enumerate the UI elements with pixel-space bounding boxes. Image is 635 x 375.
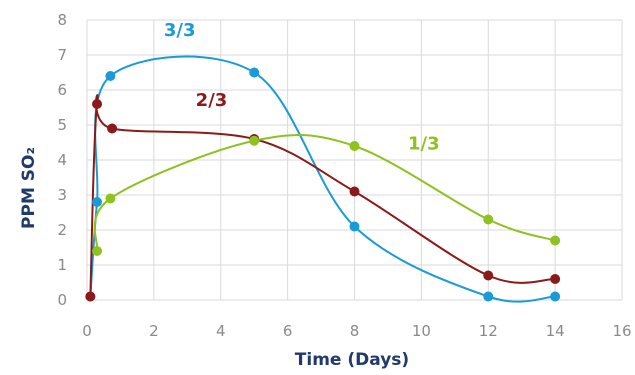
- x-tick-label: 10: [412, 322, 431, 340]
- data-point-2-3: [349, 186, 360, 197]
- data-point-2-3: [92, 99, 103, 109]
- data-point-2-3: [483, 270, 494, 281]
- series-label-1-3: 1/3: [408, 134, 440, 155]
- x-tick-label: 4: [216, 322, 226, 340]
- data-point-1-3: [249, 135, 260, 146]
- data-point-3-3: [105, 71, 116, 81]
- data-point-1-3: [483, 214, 494, 225]
- data-point-3-3: [349, 221, 360, 232]
- series-label-3-3: 3/3: [164, 20, 196, 41]
- data-point-2-3: [107, 123, 118, 134]
- x-tick-label: 0: [82, 322, 92, 340]
- y-tick-label: 6: [57, 81, 67, 99]
- y-tick-label: 7: [57, 46, 67, 64]
- data-point-1-3: [550, 235, 561, 246]
- y-tick-label: 0: [57, 291, 67, 309]
- data-point-3-3: [92, 197, 103, 207]
- y-tick-label: 4: [57, 151, 67, 169]
- data-point-3-3: [483, 291, 494, 302]
- x-tick-label: 16: [612, 322, 631, 340]
- x-axis-title: Time (Days): [295, 350, 409, 370]
- data-point-2-3: [85, 291, 96, 302]
- y-tick-label: 5: [57, 116, 67, 134]
- y-tick-label: 2: [57, 221, 67, 239]
- data-point-1-3: [349, 141, 360, 151]
- x-tick-label: 12: [479, 322, 498, 340]
- y-tick-label: 3: [57, 186, 67, 204]
- series-line-2-3: [89, 94, 556, 297]
- data-point-1-3: [92, 246, 103, 256]
- series-label-2-3: 2/3: [196, 90, 228, 111]
- x-tick-label: 6: [283, 322, 293, 340]
- x-tick-label: 2: [149, 322, 159, 340]
- y-tick-label: 1: [57, 256, 67, 274]
- data-point-1-3: [105, 193, 116, 204]
- y-tick-label: 8: [57, 11, 67, 29]
- data-point-2-3: [550, 274, 561, 284]
- data-point-3-3: [249, 67, 260, 78]
- x-tick-label: 14: [546, 322, 565, 340]
- y-axis-title: PPM SO₂: [19, 147, 39, 229]
- data-point-3-3: [550, 291, 561, 302]
- series-line-1-3: [93, 134, 556, 252]
- x-tick-label: 8: [350, 322, 360, 340]
